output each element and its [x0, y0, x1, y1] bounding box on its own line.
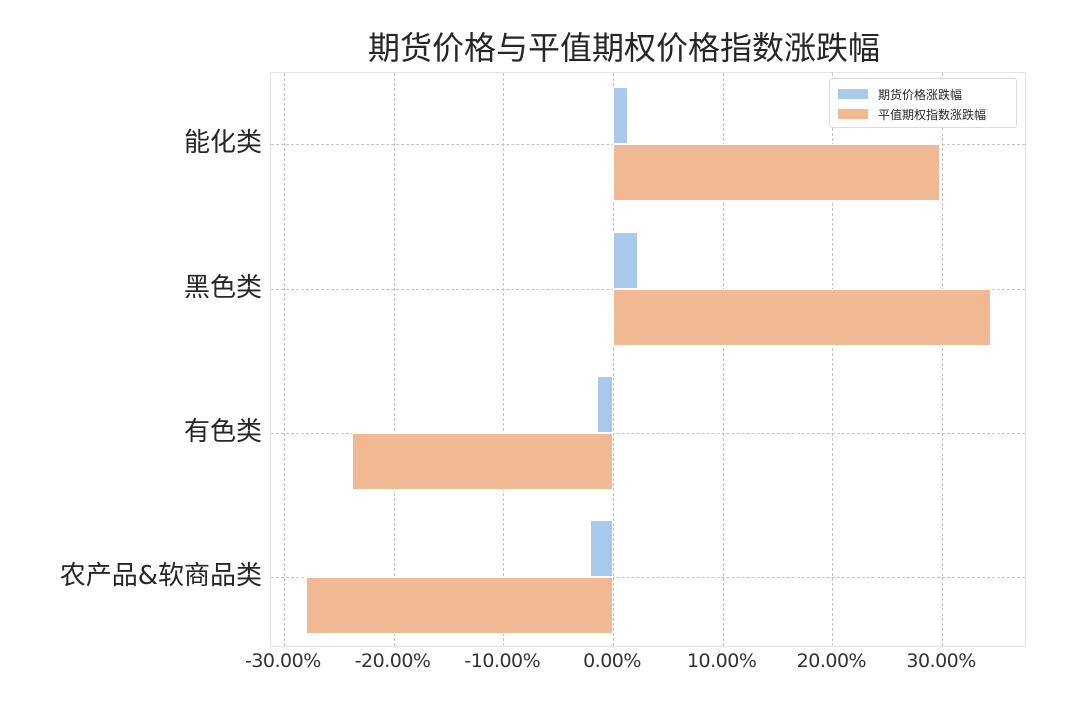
y-tick-label: 能化类 — [183, 128, 262, 158]
y-tick-label: 农产品&软商品类 — [59, 561, 262, 591]
legend-label: 期货价格涨跌幅 — [878, 87, 963, 102]
x-tick-label: 30.00% — [906, 650, 976, 672]
x-tick-label: 0.00% — [583, 650, 641, 672]
x-gridline — [393, 73, 395, 646]
bar-options-index — [351, 433, 613, 490]
legend-label: 平值期权指数涨跌幅 — [878, 107, 987, 122]
bar-options-index — [305, 577, 613, 634]
bar-options-index — [613, 144, 940, 201]
x-tick-label: -20.00% — [354, 650, 431, 672]
x-gridline — [722, 73, 724, 646]
y-tick-label: 有色类 — [183, 417, 262, 447]
legend: 期货价格涨跌幅 平值期权指数涨跌幅 — [829, 78, 1017, 128]
legend-swatch-blue — [838, 89, 868, 99]
bar-options-index — [613, 289, 992, 346]
x-gridline — [503, 73, 505, 646]
y-gridline — [271, 577, 1025, 578]
y-gridline — [271, 433, 1025, 434]
bar-futures — [589, 520, 613, 577]
x-gridline — [832, 73, 834, 646]
bar-futures — [596, 376, 613, 433]
x-tick-label: 20.00% — [796, 650, 867, 672]
x-tick-label: -30.00% — [244, 650, 321, 672]
bar-futures — [613, 87, 629, 144]
legend-item-futures: 期货价格涨跌幅 — [838, 85, 962, 103]
plot-area — [270, 72, 1026, 647]
x-gridline — [613, 73, 614, 646]
x-tick-label: -10.00% — [464, 650, 541, 672]
chart-title: 期货价格与平值期权价格指数涨跌幅 — [368, 29, 881, 67]
legend-item-options: 平值期权指数涨跌幅 — [838, 105, 986, 123]
legend-swatch-orange — [838, 109, 868, 119]
x-gridline — [283, 73, 285, 646]
x-tick-label: 10.00% — [686, 650, 757, 672]
x-gridline — [942, 73, 944, 646]
bar-futures — [613, 232, 639, 289]
y-tick-label: 黑色类 — [183, 273, 262, 303]
